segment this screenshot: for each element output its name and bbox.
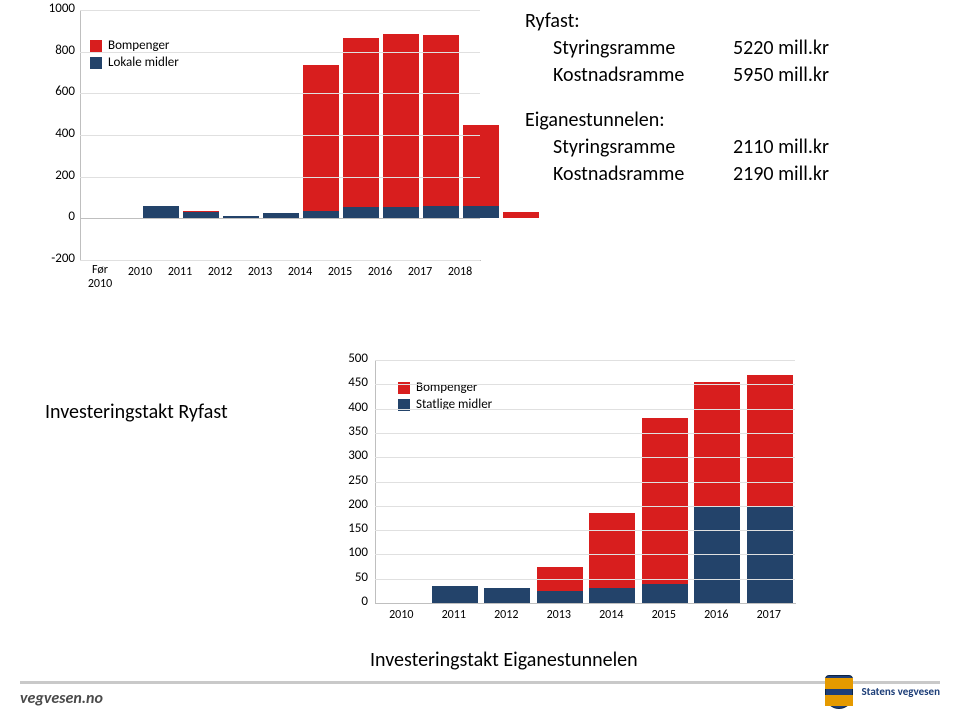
y-tick: 200 bbox=[320, 497, 368, 512]
y-tick: 350 bbox=[320, 424, 368, 439]
y-tick: -200 bbox=[20, 251, 75, 266]
bar bbox=[423, 35, 459, 218]
x-tick: 2011 bbox=[160, 265, 200, 279]
x-tick: 2012 bbox=[481, 608, 531, 622]
y-tick: 400 bbox=[320, 400, 368, 415]
bar bbox=[589, 513, 635, 603]
bar bbox=[383, 34, 419, 218]
bar bbox=[343, 38, 379, 218]
statens-vegvesen-logo: Statens vegvesen bbox=[825, 672, 940, 712]
x-tick: 2014 bbox=[586, 608, 636, 622]
bar bbox=[143, 206, 179, 219]
cost-summary: Ryfast: Styringsramme5220 mill.kr Kostna… bbox=[525, 8, 829, 188]
y-tick: 400 bbox=[20, 126, 75, 141]
x-tick: Før2010 bbox=[80, 263, 120, 291]
eigan-styring-label: Styringsramme bbox=[553, 134, 733, 161]
bar bbox=[303, 65, 339, 218]
footer-divider bbox=[20, 681, 940, 684]
x-tick: 2018 bbox=[440, 265, 480, 279]
y-tick: 1000 bbox=[20, 1, 75, 16]
caption-ryfast: Investeringstakt Ryfast bbox=[45, 400, 228, 424]
bar bbox=[432, 586, 478, 603]
bar bbox=[463, 125, 499, 219]
x-tick: 2014 bbox=[280, 265, 320, 279]
y-tick: 150 bbox=[320, 521, 368, 536]
eigan-kost-value: 2190 mill.kr bbox=[733, 161, 829, 188]
y-tick: 50 bbox=[320, 570, 368, 585]
ryfast-legend: BompengerLokale midler bbox=[90, 38, 179, 72]
y-tick: 800 bbox=[20, 43, 75, 58]
logo-text: Statens vegvesen bbox=[861, 686, 940, 698]
x-tick: 2015 bbox=[320, 265, 360, 279]
y-tick: 0 bbox=[320, 594, 368, 609]
bar bbox=[694, 382, 740, 603]
eigan-styring-value: 2110 mill.kr bbox=[733, 134, 829, 161]
ryfast-kost-value: 5950 mill.kr bbox=[733, 62, 829, 89]
x-tick: 2016 bbox=[691, 608, 741, 622]
x-tick: 2016 bbox=[360, 265, 400, 279]
x-tick: 2011 bbox=[429, 608, 479, 622]
ryfast-heading: Ryfast: bbox=[525, 8, 829, 35]
y-tick: 200 bbox=[20, 168, 75, 183]
eigan-heading: Eiganestunnelen: bbox=[525, 107, 829, 134]
bar bbox=[484, 588, 530, 603]
ryfast-kost-label: Kostnadsramme bbox=[553, 62, 733, 89]
ryfast-chart: -200 0 200 400 600 800 1000 BompengerLokale mi… bbox=[20, 0, 500, 300]
footer: vegvesen.no Statens vegvesen bbox=[0, 666, 960, 714]
y-tick: 500 bbox=[320, 351, 368, 366]
bar bbox=[642, 418, 688, 603]
x-tick: 2010 bbox=[120, 265, 160, 279]
y-tick: 100 bbox=[320, 545, 368, 560]
x-tick: 2013 bbox=[240, 265, 280, 279]
bar bbox=[503, 212, 539, 218]
bar bbox=[537, 567, 583, 603]
ryfast-styring-label: Styringsramme bbox=[553, 35, 733, 62]
shield-icon bbox=[825, 675, 853, 709]
brand-url: vegvesen.no bbox=[20, 689, 103, 708]
x-tick: 2017 bbox=[400, 265, 440, 279]
x-tick: 2017 bbox=[744, 608, 794, 622]
bar bbox=[183, 211, 219, 218]
ryfast-styring-value: 5220 mill.kr bbox=[733, 35, 829, 62]
y-tick: 450 bbox=[320, 375, 368, 390]
y-tick: 250 bbox=[320, 473, 368, 488]
y-tick: 300 bbox=[320, 448, 368, 463]
x-tick: 2013 bbox=[534, 608, 584, 622]
y-tick: 0 bbox=[20, 209, 75, 224]
x-tick: 2015 bbox=[639, 608, 689, 622]
x-tick: 2012 bbox=[200, 265, 240, 279]
y-tick: 600 bbox=[20, 84, 75, 99]
x-tick: 2010 bbox=[376, 608, 426, 622]
eigan-kost-label: Kostnadsramme bbox=[553, 161, 733, 188]
eigan-chart: 050100150200250300350400450500 Bompenger… bbox=[320, 350, 820, 640]
